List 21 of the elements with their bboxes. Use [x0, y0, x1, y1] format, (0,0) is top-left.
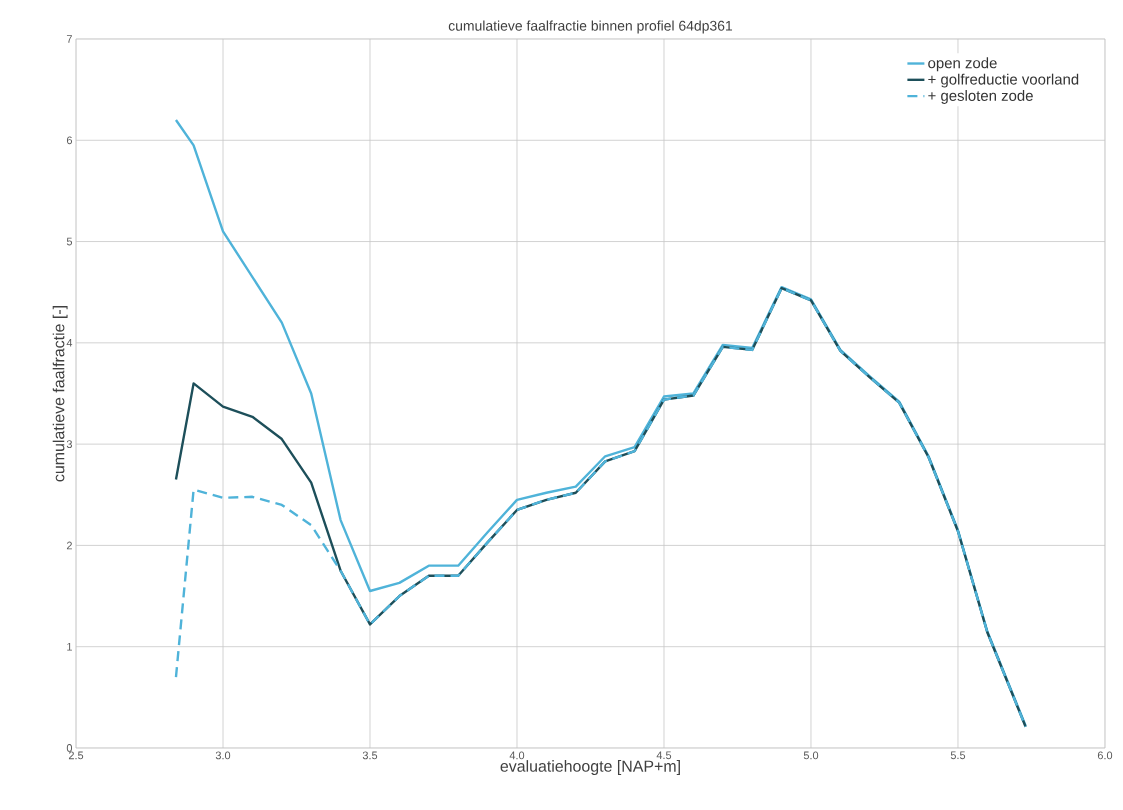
x-tick-label: 4.0	[509, 751, 525, 760]
x-tick-label: 3.0	[215, 751, 231, 760]
x-axis-title: evaluatiehoogte [NAP+m]	[500, 760, 680, 775]
y-tick-label: 3	[66, 440, 72, 449]
y-tick-label: 2	[66, 541, 72, 550]
y-tick-label: 0	[66, 744, 73, 752]
legend-label: + golfreductie voorland	[928, 73, 1079, 88]
y-tick-label: 6	[66, 136, 72, 145]
x-tick-label: 4.5	[656, 751, 672, 760]
chart-title: cumulatieve faalfractie binnen profiel 64dp361	[448, 20, 733, 34]
x-tick-label: 5.5	[950, 751, 966, 760]
y-tick-label: 4	[66, 339, 73, 347]
y-tick-label: 5	[66, 237, 73, 246]
x-tick-label: 6.0	[1097, 751, 1113, 760]
x-tick-label: 5.0	[803, 751, 819, 760]
legend-label: + gesloten zode	[928, 89, 1033, 104]
y-tick-label: 1	[67, 642, 72, 651]
x-tick-label: 2.5	[68, 751, 84, 760]
x-tick-label: 3.5	[362, 751, 378, 760]
y-tick-label: 7	[66, 35, 72, 43]
legend-label: open zode	[928, 57, 997, 72]
